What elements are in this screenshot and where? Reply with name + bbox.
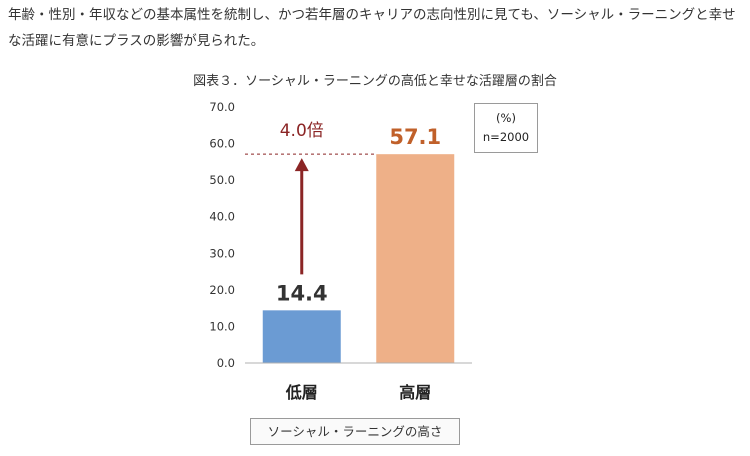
bar-value-label: 14.4 — [276, 281, 328, 305]
x-category-label: 高層 — [399, 383, 431, 402]
y-tick-label: 70.0 — [209, 100, 235, 114]
bar-low — [262, 310, 341, 363]
x-axis-title: ソーシャル・ラーニングの高さ — [250, 418, 460, 445]
unit-label: (%) — [496, 111, 516, 125]
bar-high — [376, 154, 455, 363]
y-tick-label: 20.0 — [209, 283, 235, 297]
x-category-label: 低層 — [285, 383, 318, 402]
bar-value-label: 57.1 — [389, 125, 441, 149]
y-tick-label: 30.0 — [209, 246, 235, 260]
ratio-annotation: 4.0倍 — [280, 121, 324, 141]
intro-paragraph: 年齢・性別・年収などの基本属性を統制し、かつ若年層のキャリアの志向性別に見ても、… — [8, 7, 736, 49]
unit-legend-box: (%) n=2000 — [474, 103, 538, 153]
y-tick-label: 10.0 — [209, 319, 235, 333]
ratio-arrow-head — [294, 158, 309, 172]
sample-size-label: n=2000 — [482, 130, 530, 144]
y-tick-label: 60.0 — [209, 137, 235, 151]
y-tick-label: 0.0 — [217, 356, 235, 370]
y-tick-label: 40.0 — [209, 210, 235, 224]
chart-title: 図表３．ソーシャル・ラーニングの高低と幸せな活躍層の割合 — [193, 74, 557, 89]
y-tick-label: 50.0 — [209, 173, 235, 187]
